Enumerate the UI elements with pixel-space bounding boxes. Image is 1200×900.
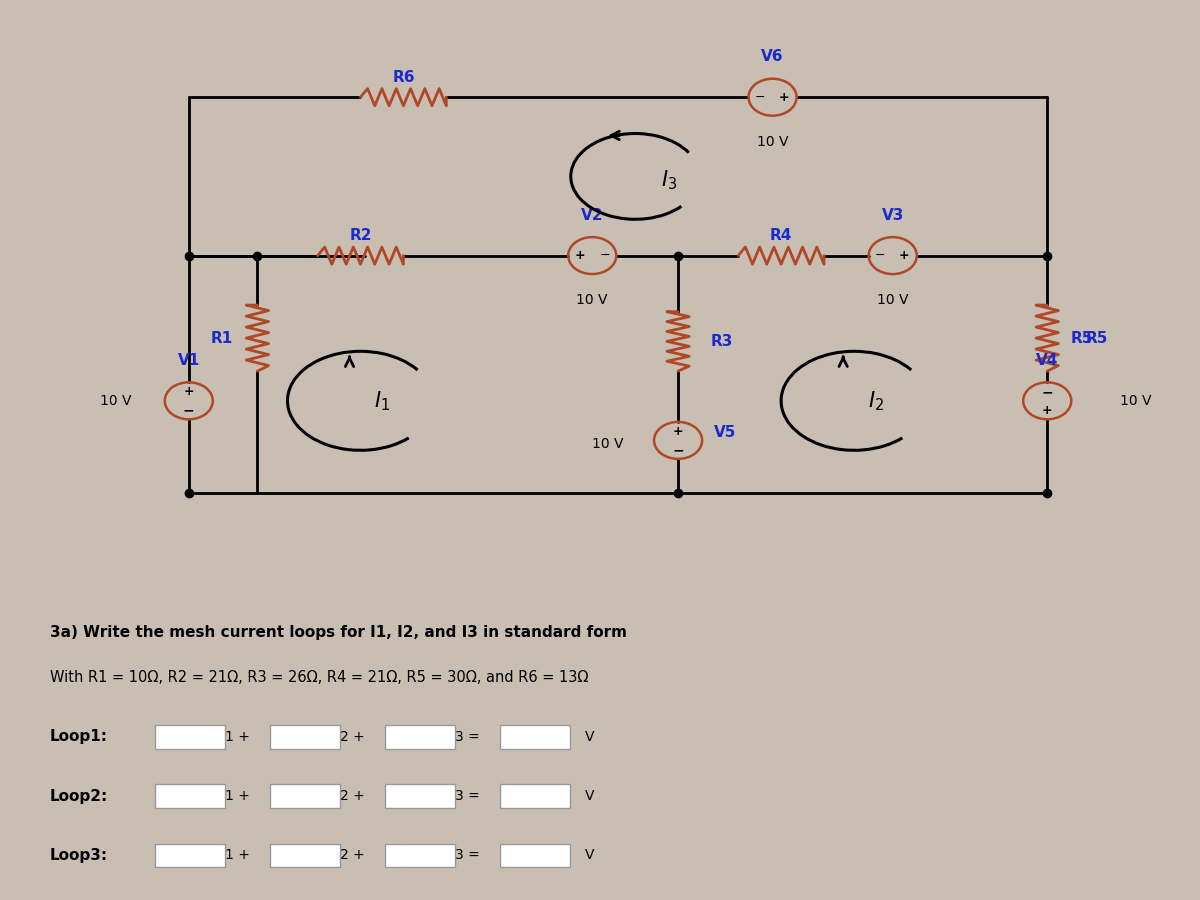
Text: V1: V1 [178, 353, 200, 368]
Text: 10 V: 10 V [100, 394, 132, 408]
Bar [385, 843, 455, 868]
Text: R4: R4 [770, 229, 792, 243]
Text: −: − [600, 249, 610, 262]
Text: I1 +: I1 + [221, 730, 250, 743]
Text: V: V [586, 849, 594, 862]
Text: $I_1$: $I_1$ [374, 389, 390, 412]
Text: 10 V: 10 V [1121, 394, 1152, 408]
Text: +: + [779, 91, 790, 104]
Text: I3 =: I3 = [451, 730, 479, 743]
Text: R2: R2 [349, 229, 372, 243]
Text: V: V [586, 730, 594, 743]
Text: V: V [586, 789, 594, 803]
Text: Loop3:: Loop3: [50, 848, 108, 863]
Text: +: + [899, 249, 910, 262]
Bar [500, 724, 570, 749]
Bar [385, 784, 455, 808]
Text: V4: V4 [1036, 353, 1058, 368]
Text: I1 +: I1 + [221, 789, 250, 803]
Text: 10 V: 10 V [592, 436, 624, 451]
Text: R3: R3 [710, 334, 733, 349]
Bar [270, 843, 340, 868]
Bar [500, 843, 570, 868]
Text: +: + [575, 249, 586, 262]
Text: V3: V3 [882, 208, 904, 222]
Text: 10 V: 10 V [877, 292, 908, 307]
Bar [270, 784, 340, 808]
Text: I2 +: I2 + [336, 849, 365, 862]
Bar [155, 843, 226, 868]
Text: I2 +: I2 + [336, 730, 365, 743]
Text: V5: V5 [714, 425, 737, 440]
Bar [270, 724, 340, 749]
Text: I1 +: I1 + [221, 849, 250, 862]
Text: R6: R6 [392, 70, 415, 85]
Text: 10 V: 10 V [576, 292, 608, 307]
Text: I3 =: I3 = [451, 789, 479, 803]
Text: R5: R5 [1070, 330, 1093, 346]
Text: $I_2$: $I_2$ [868, 389, 884, 412]
Bar [385, 724, 455, 749]
Text: −: − [755, 91, 766, 104]
Text: −: − [672, 443, 684, 457]
Text: +: + [1042, 404, 1052, 417]
Text: −: − [1042, 385, 1054, 399]
Bar [155, 724, 226, 749]
Text: Loop2:: Loop2: [50, 788, 108, 804]
Text: −: − [875, 249, 886, 262]
Bar [500, 784, 570, 808]
Text: 10 V: 10 V [757, 136, 788, 149]
Text: R5: R5 [1086, 330, 1109, 346]
Text: −: − [182, 403, 194, 418]
Text: +: + [184, 385, 194, 399]
Text: R1: R1 [210, 330, 233, 346]
Text: $I_3$: $I_3$ [661, 168, 678, 192]
Bar [155, 784, 226, 808]
Text: 3a) Write the mesh current loops for I1, I2, and I3 in standard form: 3a) Write the mesh current loops for I1,… [50, 626, 628, 640]
Text: I3 =: I3 = [451, 849, 479, 862]
Text: Loop1:: Loop1: [50, 729, 108, 744]
Text: V6: V6 [761, 50, 784, 64]
Text: +: + [673, 425, 684, 438]
Text: I2 +: I2 + [336, 789, 365, 803]
Text: With R1 = 10Ω, R2 = 21Ω, R3 = 26Ω, R4 = 21Ω, R5 = 30Ω, and R6 = 13Ω: With R1 = 10Ω, R2 = 21Ω, R3 = 26Ω, R4 = … [50, 670, 588, 685]
Text: V2: V2 [581, 208, 604, 222]
